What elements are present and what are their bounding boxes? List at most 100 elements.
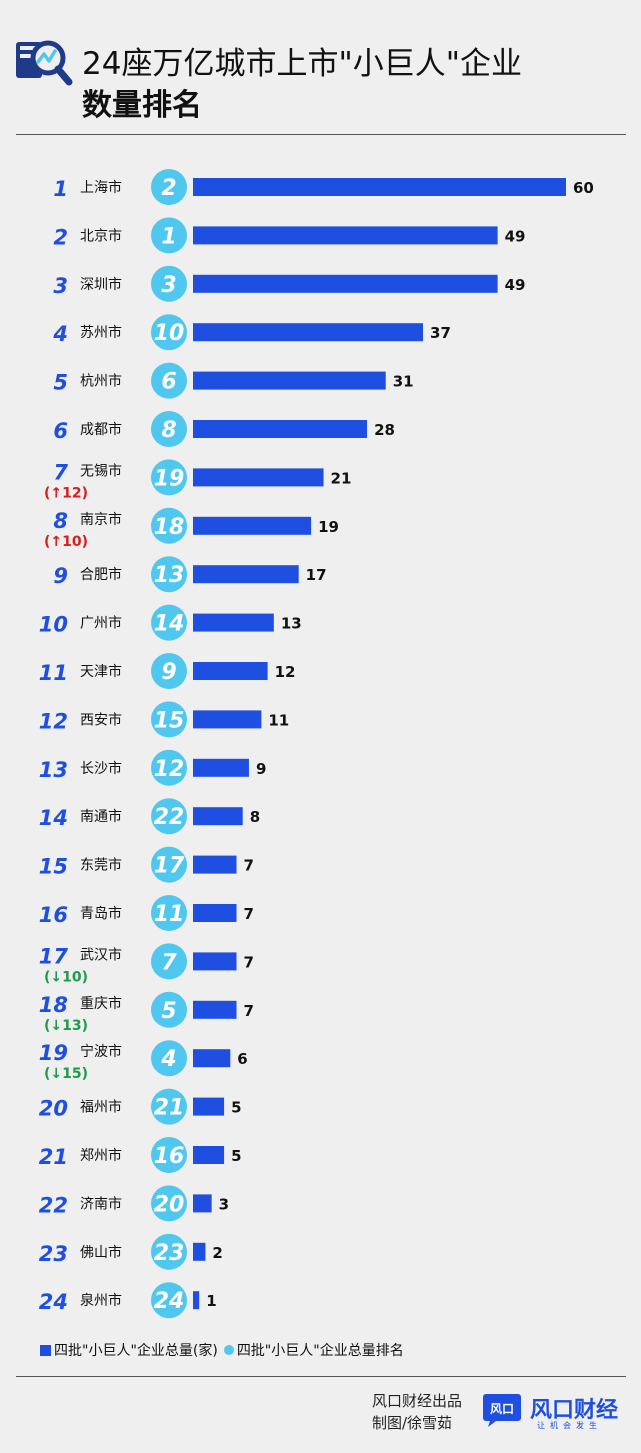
bar bbox=[193, 710, 262, 729]
rank-circle bbox=[151, 749, 187, 786]
rank-number: 1 bbox=[53, 177, 68, 201]
rank-circle bbox=[151, 798, 187, 835]
bar-value-label: 7 bbox=[244, 905, 254, 923]
rank-number: 20 bbox=[39, 1097, 68, 1121]
page-subtitle: 数量排名 bbox=[82, 88, 202, 123]
prior-rank-label: 20 bbox=[154, 1192, 185, 1217]
brand-logo-icon: 风口 bbox=[483, 1394, 521, 1427]
city-label: 长沙市 bbox=[80, 760, 122, 777]
city-label: 无锡市 bbox=[80, 462, 122, 479]
city-label: 天津市 bbox=[80, 663, 122, 680]
rank-number: 7 bbox=[53, 460, 68, 484]
rank-change-label: (↓15) bbox=[44, 1066, 88, 1082]
rank-circle bbox=[151, 556, 187, 593]
legend-bar-swatch bbox=[40, 1344, 51, 1356]
bar bbox=[193, 1000, 237, 1019]
bar bbox=[193, 420, 368, 438]
bar bbox=[193, 226, 498, 245]
prior-rank-label: 7 bbox=[161, 950, 177, 975]
rank-number: 24 bbox=[39, 1290, 68, 1314]
rank-number: 5 bbox=[53, 371, 68, 395]
bar-chart: 1 上海市 2 602 北京市 1 493 深圳市 3 494 苏州市 10 375 杭州市 6 316 成都市… bbox=[39, 169, 594, 1319]
page-title: 24座万亿城市上市"小巨人"企业 bbox=[82, 46, 522, 82]
rank-circle bbox=[151, 411, 187, 447]
bar bbox=[193, 516, 312, 535]
prior-rank-label: 18 bbox=[154, 515, 185, 540]
bottom-divider bbox=[16, 1376, 626, 1377]
rank-number: 8 bbox=[53, 509, 68, 533]
bar bbox=[193, 323, 424, 342]
city-label: 合肥市 bbox=[80, 566, 122, 583]
rank-circle bbox=[151, 459, 187, 496]
bar-value-label: 3 bbox=[219, 1195, 229, 1213]
rank-circle bbox=[151, 653, 187, 689]
bar-value-label: 12 bbox=[275, 663, 296, 681]
prior-rank-label: 15 bbox=[154, 708, 185, 733]
prior-rank-label: 1 bbox=[161, 224, 176, 249]
prior-rank-label: 22 bbox=[154, 805, 185, 830]
city-label: 上海市 bbox=[80, 179, 122, 196]
rank-number: 23 bbox=[39, 1242, 68, 1266]
rank-number: 2 bbox=[53, 225, 68, 249]
city-label: 成都市 bbox=[80, 421, 122, 438]
bar bbox=[193, 904, 237, 922]
bar bbox=[193, 274, 498, 293]
city-label: 宁波市 bbox=[80, 1043, 122, 1060]
bar-value-label: 5 bbox=[231, 1099, 241, 1117]
rank-circle bbox=[151, 1185, 187, 1222]
legend-dot-label: 四批"小巨人"企业总量排名 bbox=[236, 1343, 404, 1359]
city-label: 济南市 bbox=[80, 1195, 122, 1212]
bar-value-label: 13 bbox=[281, 615, 302, 633]
bar-value-label: 9 bbox=[256, 760, 266, 778]
credit-producer: 风口财经出品 bbox=[372, 1392, 463, 1410]
rank-number: 19 bbox=[39, 1041, 68, 1065]
bar bbox=[193, 952, 237, 971]
bar bbox=[193, 371, 386, 390]
rank-circle bbox=[151, 169, 187, 205]
prior-rank-label: 5 bbox=[161, 999, 176, 1024]
rank-circle bbox=[151, 314, 187, 351]
rank-circle bbox=[151, 362, 187, 399]
city-label: 青岛市 bbox=[80, 905, 122, 922]
rank-number: 21 bbox=[39, 1145, 68, 1169]
city-label: 西安市 bbox=[80, 711, 122, 728]
rank-change-label: (↑12) bbox=[44, 485, 88, 501]
bar bbox=[193, 468, 324, 487]
legend-bar-label: 四批"小巨人"企业总量(家) bbox=[54, 1343, 218, 1359]
rank-number: 10 bbox=[39, 613, 68, 637]
brand-name: 风口财经 bbox=[530, 1397, 619, 1423]
prior-rank-label: 10 bbox=[154, 321, 185, 346]
prior-rank-label: 3 bbox=[161, 273, 176, 298]
top-divider bbox=[16, 134, 626, 135]
prior-rank-label: 19 bbox=[154, 466, 185, 491]
rank-number: 18 bbox=[39, 993, 68, 1017]
bar bbox=[193, 855, 237, 874]
rank-number: 16 bbox=[39, 903, 68, 927]
bar-value-label: 49 bbox=[505, 276, 526, 294]
bar-value-label: 17 bbox=[306, 566, 327, 584]
brand-logo-text: 风口 bbox=[490, 1402, 514, 1416]
prior-rank-label: 13 bbox=[154, 563, 185, 588]
bar bbox=[193, 1049, 231, 1068]
bar bbox=[193, 613, 274, 632]
rank-number: 4 bbox=[52, 322, 68, 346]
city-label: 泉州市 bbox=[80, 1292, 122, 1309]
rank-number: 14 bbox=[39, 806, 68, 830]
rank-change-label: (↓13) bbox=[44, 1018, 88, 1034]
city-label: 南通市 bbox=[80, 808, 122, 825]
city-label: 深圳市 bbox=[80, 276, 122, 293]
rank-circle bbox=[151, 507, 187, 544]
bar-value-label: 7 bbox=[244, 857, 254, 875]
rank-circle bbox=[151, 217, 187, 254]
rank-circle bbox=[151, 1040, 187, 1077]
rank-circle bbox=[151, 895, 187, 931]
credit-designer: 制图/徐雪茹 bbox=[372, 1414, 453, 1432]
bar bbox=[193, 1291, 200, 1310]
bar-value-label: 6 bbox=[237, 1050, 247, 1068]
prior-rank-label: 12 bbox=[154, 757, 185, 782]
prior-rank-label: 8 bbox=[161, 418, 176, 443]
rank-number: 17 bbox=[39, 944, 69, 968]
bar bbox=[193, 178, 566, 196]
bar-value-label: 49 bbox=[505, 227, 526, 245]
prior-rank-label: 24 bbox=[154, 1289, 185, 1314]
